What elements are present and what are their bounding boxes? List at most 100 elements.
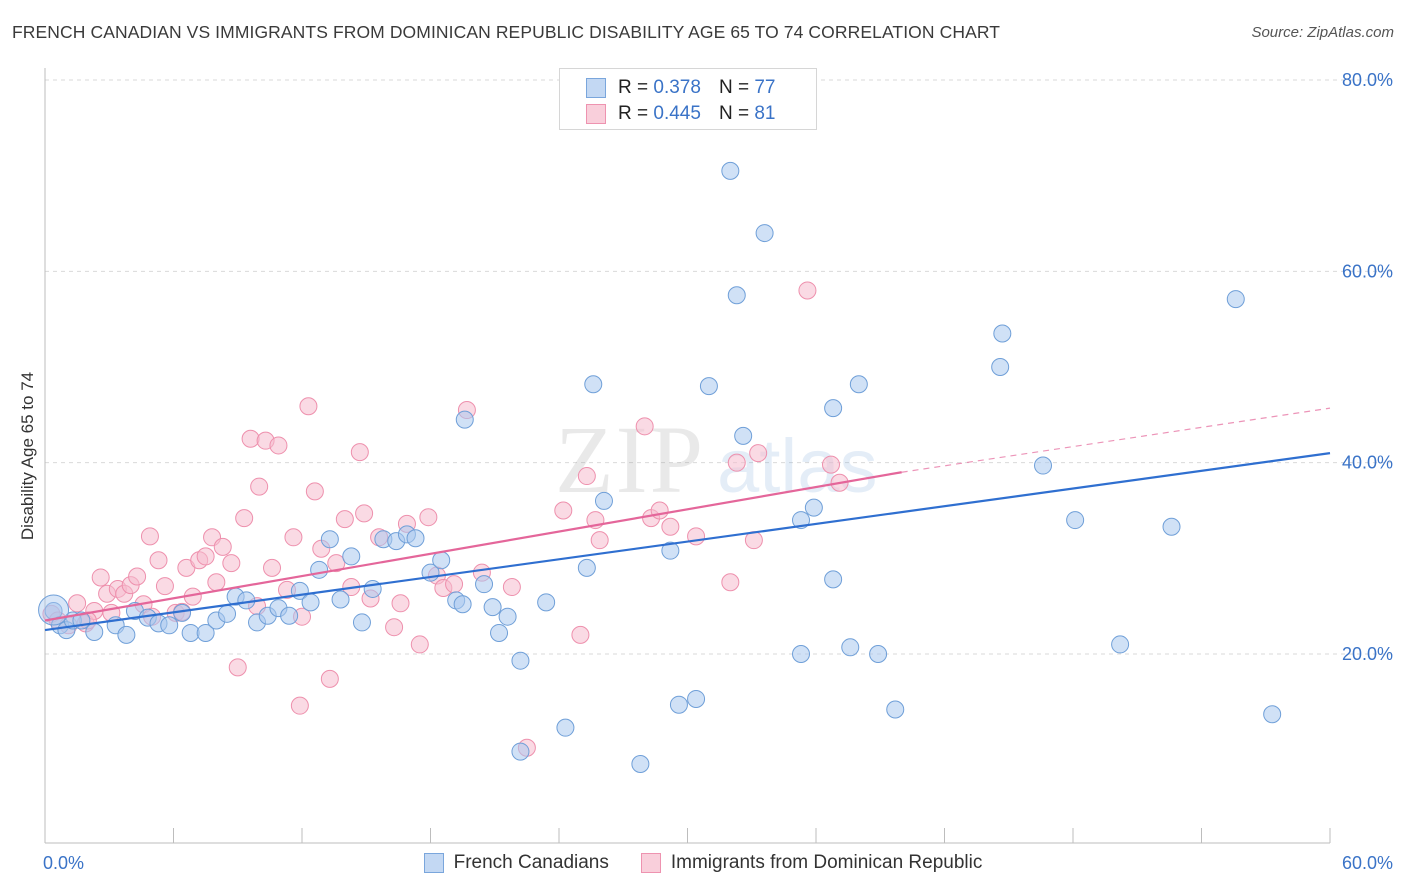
legend-swatch-pink: [586, 104, 606, 124]
data-point-dominican: [721, 573, 740, 592]
legend-swatch-pink: [640, 853, 661, 873]
correlation-legend: R = 0.378 N = 77 R = 0.445 N = 81: [559, 68, 817, 130]
data-point-dominican: [269, 436, 288, 455]
grid-lines: [45, 79, 1392, 655]
legend-r-value: 0.378: [653, 77, 701, 98]
data-point-french-canadian: [342, 547, 361, 566]
data-point-dominican: [335, 510, 354, 529]
data-point-french-canadian: [310, 560, 329, 579]
legend-item-dominican[interactable]: Immigrants from Dominican Republic: [640, 852, 983, 874]
series-legend: French Canadians Immigrants from Dominic…: [0, 852, 1406, 874]
data-point-french-canadian: [886, 700, 905, 719]
data-point-french-canadian: [537, 593, 556, 612]
data-point-dominican: [445, 575, 464, 594]
data-point-french-canadian: [511, 742, 530, 761]
legend-r-value: 0.445: [653, 103, 701, 124]
data-point-french-canadian: [734, 426, 753, 445]
legend-r-label: R =: [618, 103, 649, 124]
data-point-dominican: [91, 568, 110, 587]
data-point-french-canadian: [699, 377, 718, 396]
data-point-dominican: [661, 517, 680, 536]
data-point-french-canadian: [1111, 635, 1130, 654]
data-point-french-canadian: [475, 575, 494, 594]
legend-r-label: R =: [618, 77, 649, 98]
data-point-french-canadian: [669, 695, 688, 714]
data-point-french-canadian: [1263, 705, 1282, 724]
data-point-french-canadian: [352, 613, 371, 632]
y-tick-label: 40.0%: [1342, 453, 1393, 473]
data-point-french-canadian: [792, 645, 811, 663]
data-point-dominican: [128, 567, 147, 586]
axes: [44, 68, 1331, 844]
data-point-dominican: [385, 618, 404, 637]
data-point-french-canadian: [721, 161, 740, 180]
watermark-zip: ZIP: [555, 406, 705, 513]
x-tick-label: 60.0%: [1342, 853, 1393, 873]
data-point-french-canadian: [594, 491, 613, 510]
legend-item-label: Immigrants from Dominican Republic: [670, 852, 983, 873]
y-tick-label: 80.0%: [1342, 70, 1393, 90]
data-point-french-canadian: [631, 755, 650, 774]
data-point-french-canadian: [498, 607, 517, 626]
data-point-french-canadian: [661, 541, 680, 560]
y-tick-label: 20.0%: [1342, 644, 1393, 664]
data-point-french-canadian: [991, 358, 1010, 376]
data-point-french-canadian: [196, 623, 215, 642]
legend-n-value: 81: [754, 103, 776, 124]
data-point-french-canadian: [38, 594, 70, 626]
data-point-french-canadian: [331, 590, 350, 609]
data-point-dominican: [798, 281, 817, 300]
data-point-french-canadian: [453, 595, 472, 614]
data-point-french-canadian: [1162, 517, 1181, 536]
data-point-dominican: [419, 508, 438, 527]
data-point-french-canadian: [1066, 511, 1085, 530]
data-point-dominican: [284, 528, 303, 547]
data-point-french-canadian: [841, 638, 860, 657]
data-point-dominican: [350, 443, 369, 462]
data-point-dominican: [155, 577, 174, 596]
data-point-dominican: [502, 578, 521, 597]
data-point-french-canadian: [320, 530, 339, 549]
trend-line-dominican: [44, 471, 902, 622]
data-point-french-canadian: [455, 410, 474, 429]
data-point-french-canadian: [993, 324, 1012, 343]
data-point-french-canadian: [432, 551, 451, 570]
data-point-dominican: [140, 527, 159, 546]
chart-title: FRENCH CANADIAN VS IMMIGRANTS FROM DOMIN…: [12, 22, 1001, 42]
data-point-french-canadian: [849, 375, 868, 394]
legend-row-french-canadians: R = 0.378 N = 77: [586, 76, 775, 100]
data-point-french-canadian: [160, 616, 179, 635]
legend-item-label: French Canadians: [453, 852, 609, 873]
series-dominican-points: [42, 281, 849, 757]
data-point-french-canadian: [117, 625, 136, 644]
y-axis-label: Disability Age 65 to 74: [18, 371, 37, 541]
data-point-dominican: [241, 429, 260, 448]
data-point-dominican: [149, 551, 168, 570]
data-point-dominican: [410, 635, 429, 654]
data-point-french-canadian: [584, 375, 603, 394]
data-point-french-canadian: [727, 286, 746, 305]
data-point-dominican: [650, 501, 669, 520]
x-tick-label: 0.0%: [43, 853, 84, 873]
legend-n-label: N =: [718, 77, 750, 98]
legend-n-value: 77: [754, 77, 776, 98]
data-point-dominican: [727, 453, 746, 472]
data-point-french-canadian: [1034, 456, 1053, 475]
data-point-dominican: [635, 417, 654, 436]
legend-swatch-blue: [586, 78, 606, 98]
data-point-french-canadian: [824, 399, 843, 418]
data-point-french-canadian: [1226, 290, 1245, 309]
data-point-dominican: [554, 501, 573, 520]
data-point-french-canadian: [755, 224, 774, 243]
data-point-dominican: [749, 444, 768, 463]
data-point-french-canadian: [804, 498, 823, 517]
data-point-dominican: [590, 531, 609, 550]
series-french-canadian-points: [38, 161, 1282, 774]
data-point-dominican: [571, 625, 590, 644]
data-point-french-canadian: [556, 718, 575, 737]
legend-n-label: N =: [718, 103, 750, 124]
legend-item-french-canadians[interactable]: French Canadians: [423, 852, 609, 874]
data-point-french-canadian: [406, 529, 425, 548]
data-point-french-canadian: [85, 622, 104, 641]
